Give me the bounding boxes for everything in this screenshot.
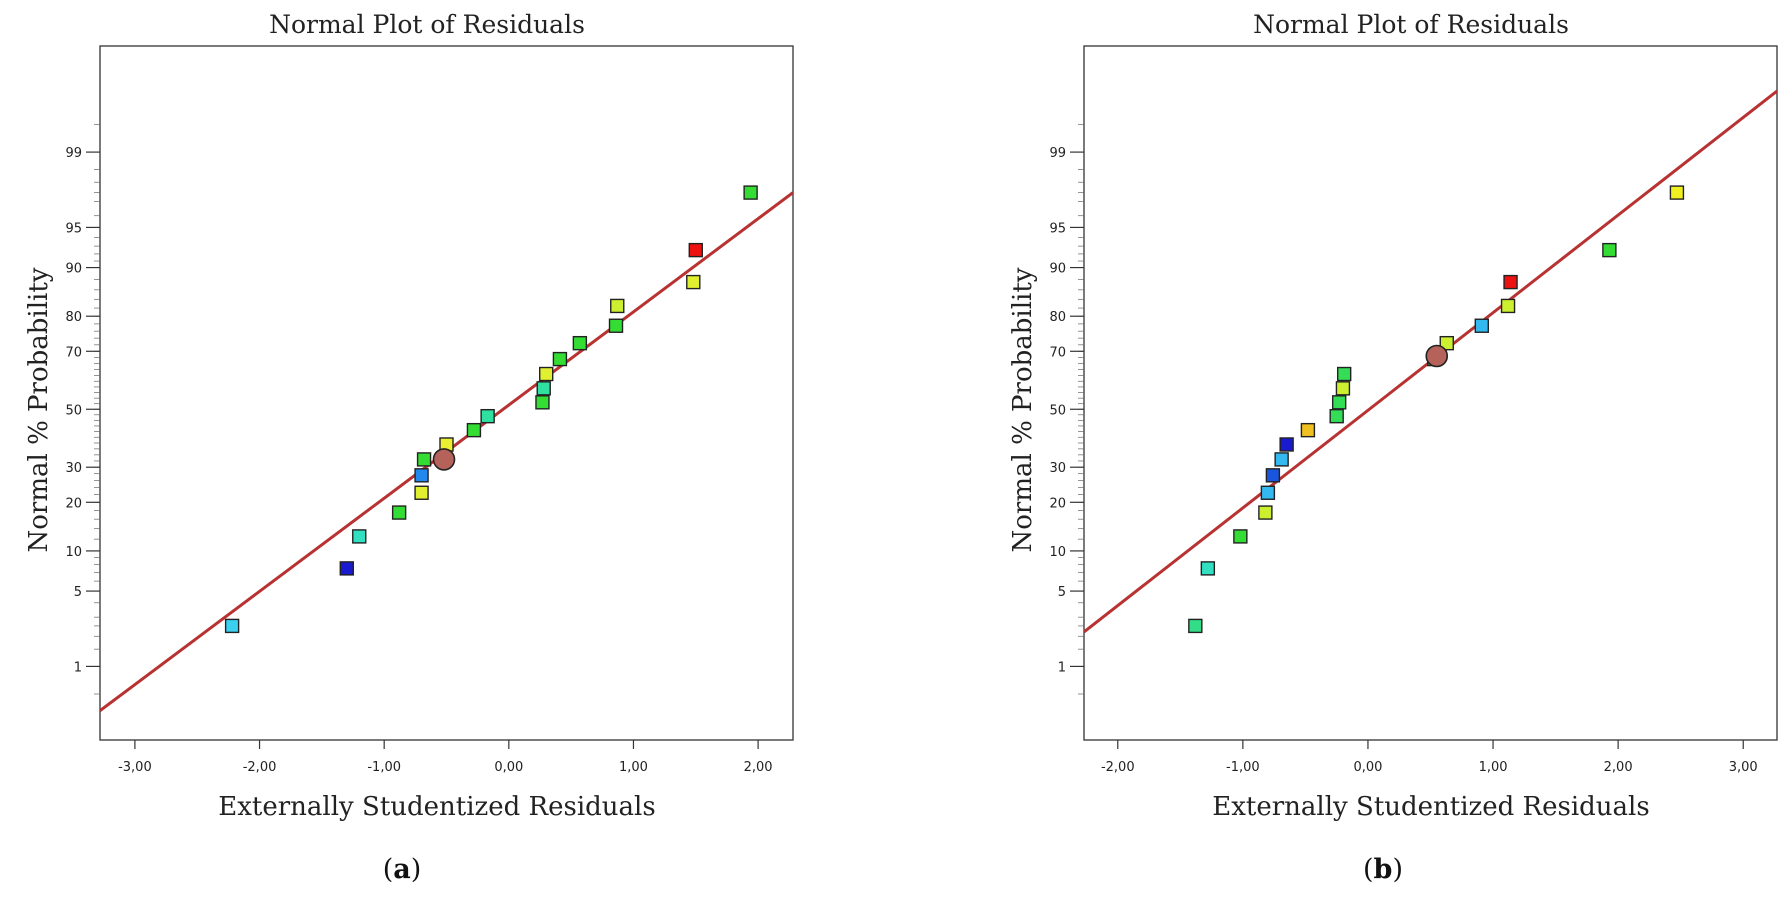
x-tick-label-a: 2,00 [744, 760, 773, 775]
y-tick-label-a: 99 [65, 146, 82, 161]
y-tick-label-b: 70 [1049, 345, 1066, 360]
y-tick-label-b: 5 [1058, 585, 1066, 600]
y-tick-label-b: 80 [1049, 310, 1066, 325]
y-tick-label-a: 95 [65, 221, 82, 236]
x-tick-label-a: 1,00 [619, 760, 648, 775]
data-point-a-7 [416, 452, 432, 467]
points-a [224, 185, 758, 634]
data-point-a-3 [352, 529, 367, 544]
y-tick-label-b: 20 [1049, 496, 1066, 511]
y-tick-label-b: 99 [1049, 146, 1066, 161]
x-tick-label-b: 2,00 [1604, 760, 1633, 775]
data-point-a-19 [688, 242, 703, 258]
data-point-a-11 [535, 395, 550, 410]
x-tick-label-a: 0,00 [494, 760, 523, 775]
y-tick-label-a: 50 [65, 403, 82, 418]
subfigure-label-a: (a) [383, 854, 422, 885]
data-point-b-12 [1335, 381, 1351, 396]
y-tick-label-a: 1 [74, 660, 82, 675]
data-point-a-13 [539, 366, 554, 382]
data-point-a-18 [686, 274, 701, 290]
x-tick-label-a: -2,00 [243, 760, 277, 775]
data-point-b-7 [1274, 452, 1289, 467]
panel-b: Normal Plot of Residuals Normal % Probab… [1008, 10, 1778, 885]
y-tick-label-a: 30 [65, 461, 82, 476]
data-point-a-6 [414, 468, 429, 483]
y-tick-label-a: 5 [74, 585, 82, 600]
x-tick-label-b: 3,00 [1729, 760, 1758, 775]
y-axis-label-a: Normal % Probability [24, 267, 54, 552]
data-point-b-11 [1331, 395, 1347, 410]
y-tick-label-a: 90 [65, 262, 82, 277]
data-point-a-1 [224, 618, 240, 634]
subfigure-label-b: (b) [1363, 854, 1403, 885]
data-point-a-9 [466, 422, 482, 438]
data-point-a-4 [391, 505, 407, 520]
data-point-b-13 [1336, 366, 1352, 382]
data-point-b-18 [1503, 274, 1518, 290]
x-tick-label-b: 0,00 [1353, 760, 1382, 775]
panel-a: Normal Plot of Residuals Normal % Probab… [24, 10, 794, 885]
x-axis-label-a: Externally Studentized Residuals [218, 792, 655, 822]
data-point-a-17 [610, 298, 625, 314]
data-point-b-8 [1279, 437, 1294, 452]
data-point-a-15 [572, 335, 588, 351]
data-point-b-6 [1265, 468, 1281, 483]
x-tick-label-a: -3,00 [118, 760, 152, 775]
data-point-a-20 [743, 185, 758, 200]
x-axis-label-b: Externally Studentized Residuals [1212, 792, 1649, 822]
data-point-a-10 [480, 408, 495, 424]
plot-frame-a [99, 45, 794, 741]
data-point-b-5 [1260, 485, 1276, 500]
data-point-b-16 [1474, 318, 1489, 333]
y-tick-label-b: 10 [1049, 545, 1066, 560]
data-point-b-1 [1188, 618, 1203, 634]
data-point-b-3 [1233, 529, 1248, 544]
x-tick-label-a: -1,00 [367, 760, 401, 775]
data-point-a-14 [552, 351, 568, 367]
plot-frame-b [1083, 45, 1778, 741]
data-point-a-2 [339, 561, 354, 576]
chart-title-b: Normal Plot of Residuals [1253, 10, 1569, 39]
y-axis-label-b: Normal % Probability [1008, 267, 1038, 552]
chart-title-a: Normal Plot of Residuals [269, 10, 585, 39]
data-point-b-2 [1200, 561, 1216, 576]
data-point-b-20 [1669, 185, 1685, 200]
x-tick-label-b: -1,00 [1226, 760, 1260, 775]
y-tick-label-a: 80 [65, 310, 82, 325]
highlighted-point-a [432, 448, 456, 471]
data-point-b-10 [1329, 408, 1344, 424]
x-tick-label-b: -2,00 [1101, 760, 1135, 775]
y-tick-label-a: 70 [65, 345, 82, 360]
y-tick-label-b: 1 [1058, 660, 1066, 675]
y-tick-label-b: 30 [1049, 461, 1066, 476]
y-tick-label-b: 90 [1049, 262, 1066, 277]
x-tick-label-b: 1,00 [1479, 760, 1508, 775]
y-tick-label-b: 50 [1049, 403, 1066, 418]
data-point-a-12 [536, 381, 551, 396]
data-point-b-17 [1500, 298, 1516, 314]
data-point-b-4 [1258, 505, 1273, 520]
data-point-a-16 [608, 318, 624, 333]
points-b [1188, 185, 1685, 634]
data-point-a-5 [414, 485, 429, 500]
data-point-b-9 [1300, 422, 1316, 438]
y-tick-label-b: 95 [1049, 221, 1066, 236]
y-tick-label-a: 20 [65, 496, 82, 511]
y-tick-label-a: 10 [65, 545, 82, 560]
highlighted-point-b [1425, 344, 1449, 368]
data-point-b-19 [1602, 242, 1617, 258]
data-point-b-15 [1439, 335, 1454, 351]
